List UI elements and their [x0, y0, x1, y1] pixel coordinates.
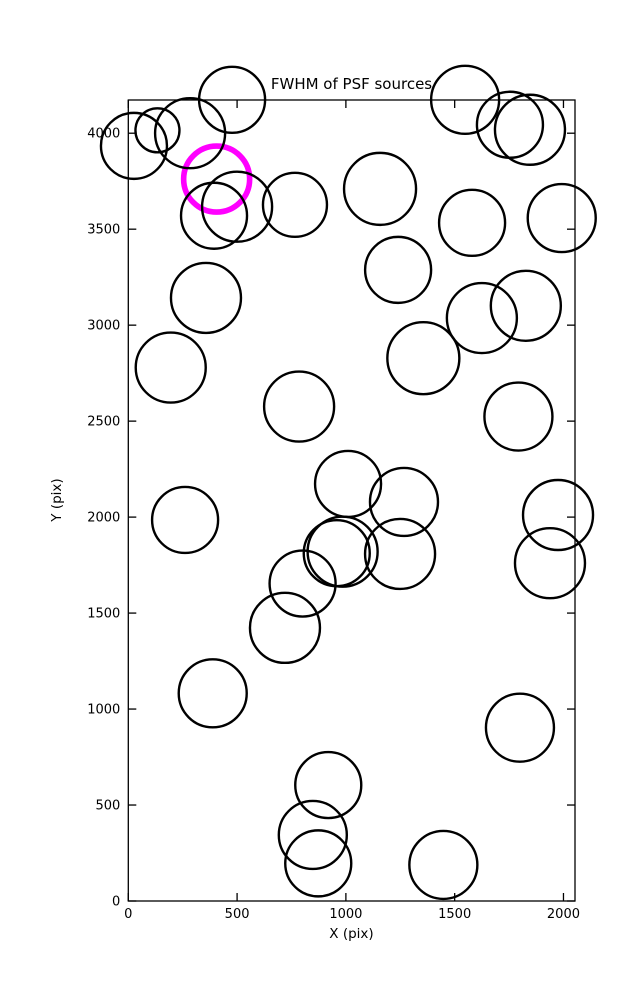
psf-source-circle: [521, 478, 595, 552]
psf-source-circle: [248, 591, 322, 665]
psf-source-circle: [484, 692, 556, 763]
psf-source-circle: [363, 235, 433, 305]
psf-source-circle: [483, 381, 554, 452]
psf-source-circle: [513, 526, 587, 600]
x-tick-label: 2000: [547, 907, 580, 922]
x-tick-label: 1500: [438, 907, 471, 922]
psf-source-circle: [261, 171, 329, 239]
psf-source-circle: [493, 93, 567, 166]
y-tick-label: 1500: [87, 607, 120, 622]
y-tick-label: 500: [95, 799, 120, 814]
x-tick-label: 1000: [329, 907, 362, 922]
psf-source-circle: [268, 549, 337, 618]
psf-source-circle: [150, 485, 220, 555]
y-tick-label: 1000: [87, 703, 120, 718]
y-tick-label: 2000: [87, 511, 120, 526]
psf-source-circle: [277, 799, 349, 871]
psf-source-circle: [179, 181, 249, 250]
psf-source-circle: [437, 188, 507, 258]
chart-title: FWHM of PSF sources: [270, 75, 433, 93]
plot-border: [127, 99, 576, 902]
psf-source-circle: [294, 750, 363, 820]
psf-source-circle: [429, 64, 501, 136]
psf-source-circle: [445, 281, 519, 355]
highlighted-psf-source-circle: [180, 143, 253, 215]
y-tick-label: 3500: [87, 223, 120, 238]
psf-source-circle: [284, 829, 353, 898]
x-tick-label: 0: [124, 907, 132, 922]
psf-source-circle: [99, 111, 169, 181]
psf-source-circle: [134, 331, 207, 404]
psf-source-circle: [134, 107, 181, 154]
y-tick-label: 2500: [87, 415, 120, 430]
psf-source-circle: [489, 269, 563, 342]
psf-source-circle: [169, 261, 243, 335]
psf-source-circle: [363, 517, 437, 591]
psf-source-circle: [262, 370, 336, 443]
psf-source-circle: [526, 182, 597, 254]
x-tick-label: 500: [225, 907, 250, 922]
psf-source-circle: [200, 170, 274, 243]
psf-source-circle: [197, 65, 267, 135]
psf-source-circle: [306, 515, 379, 588]
y-axis-label: Y (pix): [49, 478, 65, 522]
y-tick-label: 0: [112, 895, 120, 910]
x-axis-label: X (pix): [329, 926, 374, 942]
psf-source-circle: [408, 829, 479, 901]
psf-source-circle: [342, 151, 418, 227]
psf-source-circle: [368, 466, 440, 538]
psf-source-circle: [386, 320, 461, 396]
y-tick-label: 3000: [87, 319, 120, 334]
psf-source-circle: [177, 658, 248, 729]
